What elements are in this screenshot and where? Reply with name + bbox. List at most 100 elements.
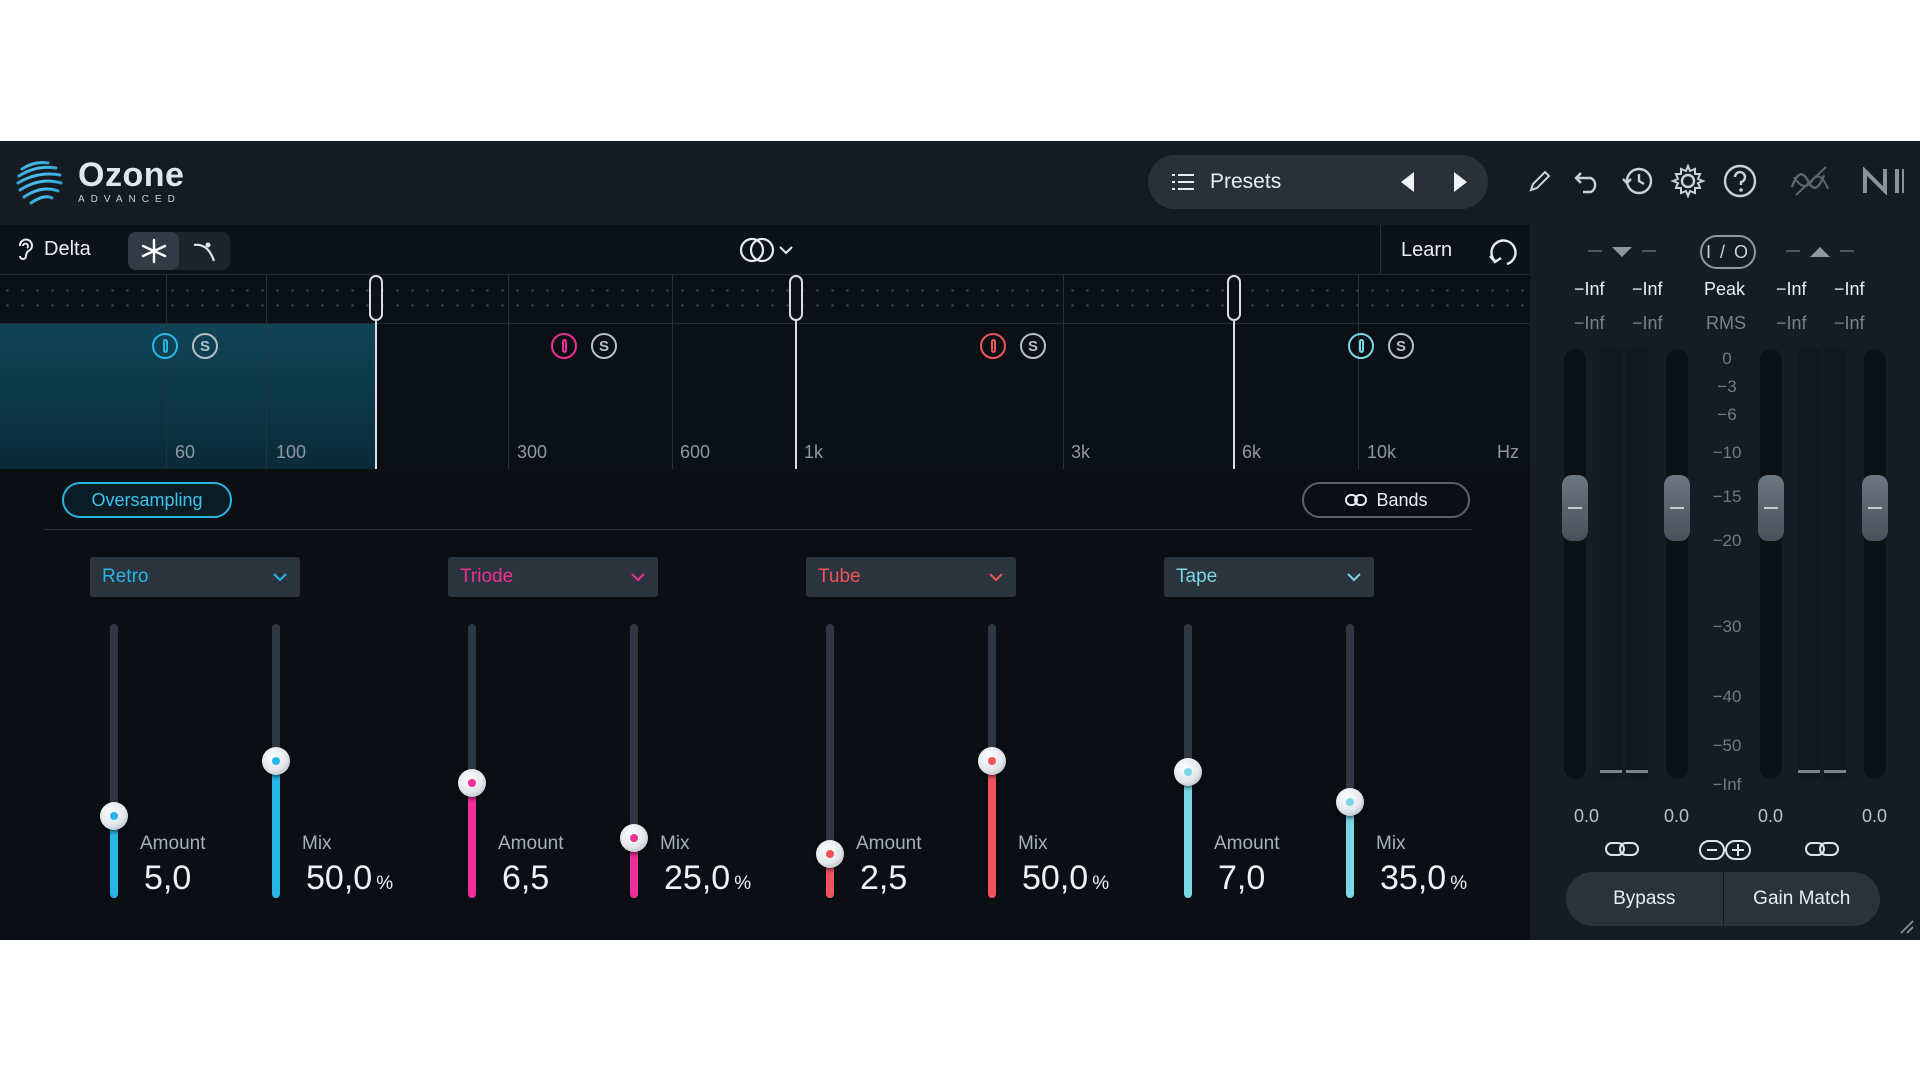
bands-link-button[interactable]: Bands	[1302, 482, 1470, 518]
band-3-bypass-button[interactable]	[980, 333, 1006, 359]
bypass-button[interactable]: Bypass	[1613, 888, 1676, 909]
pencil-icon[interactable]	[1520, 161, 1560, 201]
output-left-gain-fader[interactable]	[1758, 349, 1784, 779]
gain-match-button[interactable]: Gain Match	[1722, 872, 1881, 926]
presets-label[interactable]: Presets	[1210, 170, 1282, 193]
signal-icon[interactable]	[1790, 161, 1830, 201]
mix-slider[interactable]	[262, 624, 290, 898]
freq-label: 3k	[1071, 442, 1091, 462]
peak-label[interactable]: Peak	[1704, 279, 1746, 299]
amount-slider[interactable]	[458, 624, 486, 898]
crossover-handle-3[interactable]	[1227, 275, 1241, 321]
slider-track[interactable]	[630, 624, 638, 898]
amount-value[interactable]: 6,5	[502, 859, 550, 897]
ni-logo[interactable]	[1862, 161, 1910, 201]
help-icon[interactable]	[1720, 161, 1760, 201]
saturation-type-label[interactable]: Retro	[102, 566, 149, 587]
input-link-icon[interactable]	[1604, 839, 1640, 859]
history-icon[interactable]	[1618, 161, 1658, 201]
mix-slider[interactable]	[978, 624, 1006, 898]
saturation-type-dropdown[interactable]: Retro	[90, 557, 300, 597]
bypass-gainmatch-group: Bypass Gain Match	[1566, 872, 1880, 926]
saturation-type-dropdown[interactable]: Tube	[806, 557, 1016, 597]
amount-value[interactable]: 5,0	[144, 859, 192, 897]
slider-knob[interactable]	[978, 747, 1006, 775]
output-right-gain-fader[interactable]	[1862, 349, 1888, 779]
stereo-mode-dropdown[interactable]	[738, 235, 794, 265]
slider-track[interactable]	[110, 624, 118, 898]
mix-value[interactable]: 50,0%	[1022, 859, 1109, 898]
meter-scale-label: −15	[1712, 487, 1742, 506]
delta-label[interactable]: Delta	[44, 237, 91, 260]
delta-button[interactable]: Delta	[16, 237, 91, 261]
learn-button[interactable]: Learn	[1401, 239, 1453, 261]
slider-knob[interactable]	[458, 769, 486, 797]
slider-knob[interactable]	[816, 840, 844, 868]
gain-value[interactable]: 0.0	[1758, 806, 1784, 826]
mix-slider[interactable]	[1336, 624, 1364, 898]
crossover-handle-1[interactable]	[369, 275, 383, 321]
gridline	[508, 275, 509, 469]
band-2-solo-button[interactable]: S	[591, 333, 617, 359]
gain-value[interactable]: 0.0	[1664, 806, 1690, 826]
mix-value[interactable]: 25,0%	[664, 859, 751, 898]
slider-track[interactable]	[1346, 624, 1354, 898]
fader-knob[interactable]	[1664, 475, 1690, 541]
slider-knob[interactable]	[100, 802, 128, 830]
next-preset-icon[interactable]	[1450, 170, 1470, 194]
view-mode-toggle[interactable]	[128, 232, 230, 270]
mix-slider[interactable]	[620, 624, 648, 898]
gridline	[1358, 275, 1359, 469]
slider-knob[interactable]	[620, 824, 648, 852]
output-link-icon[interactable]	[1804, 839, 1840, 859]
presets-bar[interactable]: Presets	[1148, 155, 1488, 209]
bands-label[interactable]: Bands	[1376, 489, 1428, 510]
reset-loop-icon[interactable]	[1487, 235, 1521, 269]
band-spectrum[interactable]: 60 100 300 600 1k 3k 6k 10k Hz S S S S	[0, 275, 1530, 469]
crossover-handle-2[interactable]	[789, 275, 803, 321]
band-3-solo-button[interactable]: S	[1020, 333, 1046, 359]
oversampling-button[interactable]: Oversampling	[62, 482, 232, 518]
prev-preset-icon[interactable]	[1398, 170, 1418, 194]
amount-slider[interactable]	[816, 624, 844, 898]
band-1-bypass-button[interactable]	[152, 333, 178, 359]
amount-value[interactable]: 7,0	[1218, 859, 1266, 897]
saturation-type-label[interactable]: Tape	[1176, 566, 1218, 587]
slider-track[interactable]	[826, 624, 834, 898]
input-left-gain-fader[interactable]	[1562, 349, 1588, 779]
amount-slider[interactable]	[100, 624, 128, 898]
saturation-type-label[interactable]: Tube	[818, 566, 861, 587]
gear-icon[interactable]	[1668, 161, 1708, 201]
multiband-view-button[interactable]	[128, 232, 179, 270]
band-2-bypass-button[interactable]	[551, 333, 577, 359]
resize-handle-icon[interactable]	[1898, 918, 1914, 934]
slider-track[interactable]	[468, 624, 476, 898]
slider-knob[interactable]	[262, 747, 290, 775]
mix-value[interactable]: 50,0%	[306, 859, 393, 898]
band-1-solo-button[interactable]: S	[192, 333, 218, 359]
slider-knob[interactable]	[1336, 788, 1364, 816]
rms-label[interactable]: RMS	[1706, 313, 1746, 333]
curve-view-button[interactable]	[179, 232, 230, 270]
gain-value[interactable]: 0.0	[1862, 806, 1888, 826]
gridline	[1063, 275, 1064, 469]
input-right-gain-fader[interactable]	[1664, 349, 1690, 779]
slider-knob[interactable]	[1174, 758, 1202, 786]
gain-value[interactable]: 0.0	[1574, 806, 1600, 826]
mix-value[interactable]: 35,0%	[1380, 859, 1467, 898]
undo-icon[interactable]	[1568, 161, 1608, 201]
saturation-type-label[interactable]: Triode	[460, 566, 514, 587]
band-4-bypass-button[interactable]	[1348, 333, 1374, 359]
saturation-type-dropdown[interactable]: Tape	[1164, 557, 1374, 597]
invert-link-icon[interactable]	[1698, 839, 1754, 861]
amount-slider[interactable]	[1174, 624, 1202, 898]
fader-knob[interactable]	[1758, 475, 1784, 541]
fader-knob[interactable]	[1862, 475, 1888, 541]
amount-value[interactable]: 2,5	[860, 859, 908, 897]
band-4-solo-button[interactable]: S	[1388, 333, 1414, 359]
chevron-down-icon	[273, 573, 287, 582]
mix-label: Mix	[1376, 833, 1406, 854]
saturation-type-dropdown[interactable]: Triode	[448, 557, 658, 597]
io-toggle[interactable]: I / O	[1700, 235, 1756, 269]
fader-knob[interactable]	[1562, 475, 1588, 541]
